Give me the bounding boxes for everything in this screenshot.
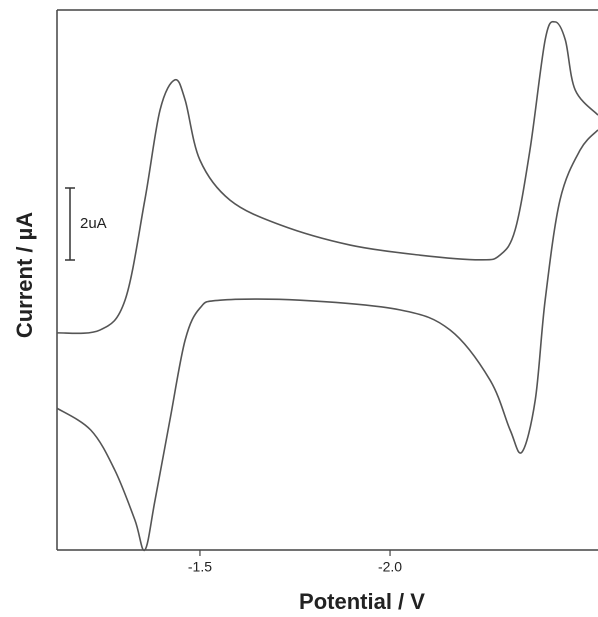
- cv-trace: [56, 20, 598, 335]
- x-tick-label: -2.0: [378, 559, 402, 575]
- cv-trace: [56, 129, 598, 552]
- x-tick-label: -1.5: [188, 559, 212, 575]
- x-axis-title: Potential / V: [299, 589, 425, 614]
- scale-bar-label: 2uA: [80, 215, 107, 232]
- y-axis-title: Current / µA: [12, 212, 37, 338]
